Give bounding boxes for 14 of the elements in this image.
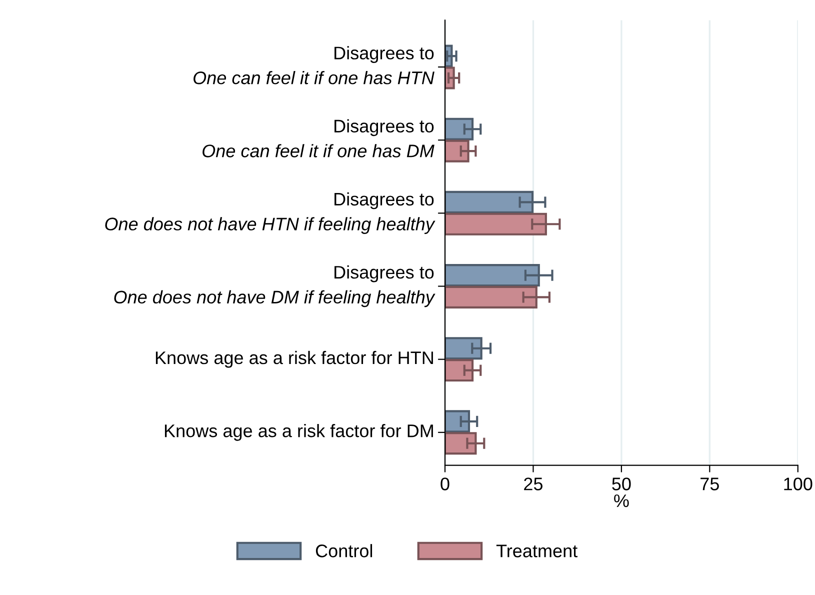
- y-tick-label: Knows age as a risk factor for HTN: [156, 350, 433, 368]
- x-tick-label: 25: [524, 478, 542, 490]
- x-tick-label: 0: [440, 478, 450, 490]
- legend-label: Treatment: [496, 544, 578, 558]
- x-tick-label: 50: [612, 478, 631, 490]
- y-tick-label: Disagrees to One can feel it if one has HTN: [194, 46, 434, 84]
- legend-label: Control: [316, 544, 372, 558]
- y-tick-label: Knows age as a risk factor for DM: [164, 424, 433, 441]
- x-axis-title: %: [614, 494, 629, 508]
- y-tick-label: Disagrees to One does not have HTN if feeling healthy: [105, 192, 436, 234]
- x-tick-label: 75: [700, 478, 719, 490]
- y-tick-label: Disagrees to One does not have DM if feeling healthy: [114, 265, 436, 308]
- y-tick-label: Disagrees to One can feel it if one has DM: [202, 119, 434, 158]
- x-tick-label: 100: [784, 478, 812, 490]
